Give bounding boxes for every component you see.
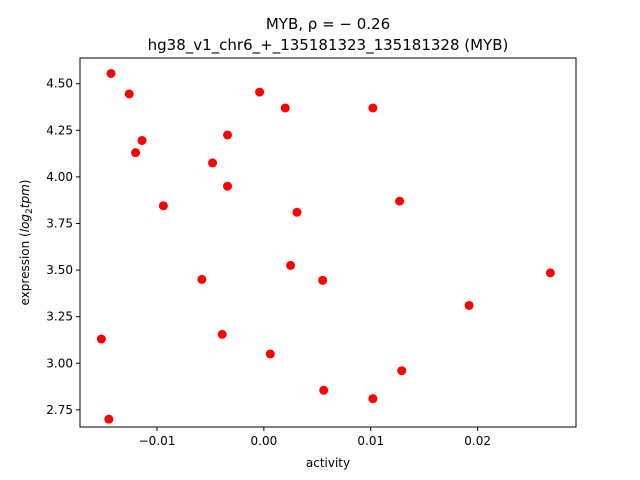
data-point-14 [292,207,302,217]
y-tick-label-3: 3.50 [46,263,73,277]
data-point-15 [286,260,296,270]
y-axis-label-suffix: ) [18,180,32,185]
y-axis-label-sub: 2 [25,208,35,214]
x-tick-label-3: 0.02 [464,434,491,448]
data-point-2 [137,136,147,146]
data-point-18 [319,385,329,395]
data-point-4 [158,201,168,211]
chart-title-line2: hg38_v1_chr6_+_135181323_135181328 (MYB) [148,36,509,55]
data-point-7 [197,274,207,284]
plot-frame [79,57,577,428]
chart-title-line1: MYB, ρ = − 0.26 [266,15,390,33]
data-point-16 [318,275,328,285]
y-axis-label-prefix: expression ( [18,232,32,305]
data-point-13 [280,103,290,113]
data-point-17 [265,349,275,359]
data-point-0 [106,68,116,78]
x-tick-label-0: −0.01 [139,434,176,448]
data-point-22 [368,394,378,404]
data-points [96,68,555,424]
data-point-8 [208,158,218,168]
y-axis-ticks: 2.75 3.00 3.25 3.50 3.75 4.00 4.25 4.50 [46,77,80,417]
y-tick-label-1: 3.00 [46,356,73,370]
y-tick-label-6: 4.25 [46,123,73,137]
x-axis-ticks: −0.01 0.00 0.01 0.02 [139,427,491,448]
y-tick-label-2: 3.25 [46,310,73,324]
data-point-24 [545,268,555,278]
data-point-20 [395,196,405,206]
data-point-12 [255,87,265,97]
y-tick-label-7: 4.50 [46,77,73,91]
data-point-1 [124,89,134,99]
data-point-5 [96,334,106,344]
y-axis-label-math2: tpm [18,184,32,208]
data-point-3 [131,148,141,158]
data-point-21 [397,366,407,376]
data-point-11 [217,329,227,339]
x-tick-label-1: 0.00 [251,434,278,448]
data-point-23 [464,300,474,310]
data-point-19 [368,103,378,113]
y-tick-label-5: 4.00 [46,170,73,184]
y-tick-label-4: 3.75 [46,216,73,230]
y-axis-label-math: log [18,214,32,233]
data-point-9 [223,130,233,140]
y-axis-label: expression (log2tpm) [18,180,35,306]
data-point-6 [104,414,114,424]
data-point-10 [223,181,233,191]
y-tick-label-0: 2.75 [46,403,73,417]
x-axis-label: activity [306,456,350,470]
x-tick-label-2: 0.01 [357,434,384,448]
